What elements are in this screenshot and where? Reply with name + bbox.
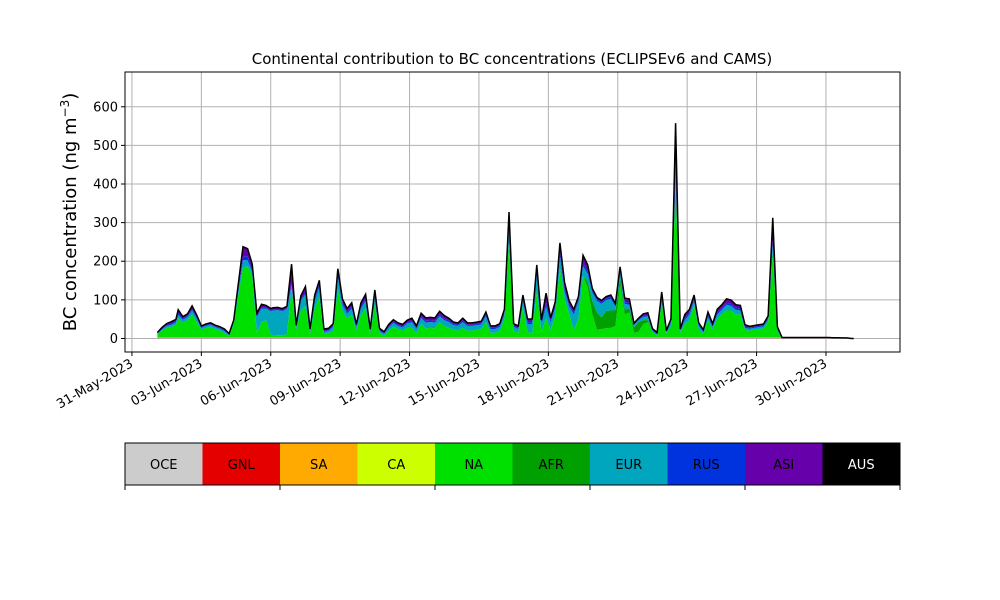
y-axis-label: BC concentration (ng m−3)	[58, 93, 81, 332]
legend-swatch-sa	[280, 443, 358, 485]
stacked-areas	[157, 123, 854, 339]
total-outline	[156, 123, 854, 340]
area-na	[157, 183, 854, 339]
legend-label-asi: ASI	[773, 458, 794, 473]
legend-colorbar: OCE GNL SA CA NA AFR EUR RUS ASI AUS	[124, 442, 901, 490]
area-sa	[157, 337, 854, 339]
x-axis: 31-May-202303-Jun-202306-Jun-202309-Jun-…	[54, 352, 830, 412]
total-line	[156, 123, 854, 340]
legend-label-rus: RUS	[693, 458, 720, 473]
legend-label-afr: AFR	[539, 458, 564, 473]
legend-frame	[124, 442, 901, 486]
legend-label-eur: EUR	[615, 458, 642, 473]
area-gnl	[157, 337, 854, 339]
y-tick-label: 300	[93, 216, 118, 231]
x-tick-label: 30-Jun-2023	[753, 356, 830, 409]
legend-swatch-ca	[357, 443, 436, 485]
y-axis-label-close: )	[60, 93, 81, 100]
legend-label-ca: CA	[387, 458, 405, 473]
legend-swatch-oce	[125, 443, 203, 485]
y-axis-label-sup: −3	[58, 100, 72, 118]
legend-swatch-asi	[745, 443, 823, 485]
x-tick-label: 03-Jun-2023	[129, 356, 206, 409]
y-tick-label: 200	[93, 255, 118, 270]
x-tick-label: 27-Jun-2023	[684, 356, 761, 409]
legend-label-sa: SA	[310, 458, 327, 473]
x-tick-label: 21-Jun-2023	[545, 356, 622, 409]
y-axis-label-main: BC concentration (ng m	[60, 117, 81, 331]
x-tick-label: 24-Jun-2023	[614, 356, 691, 409]
legend-label-oce: OCE	[150, 458, 178, 473]
y-tick-label: 600	[93, 100, 118, 115]
x-tick-label: 18-Jun-2023	[476, 356, 553, 409]
legend-swatch-rus	[667, 443, 746, 485]
legend-label-gnl: GNL	[228, 458, 256, 473]
y-tick-label: 500	[93, 139, 118, 154]
y-axis: 0 100 200 300 400 500 600	[93, 100, 125, 347]
legend-swatch-afr	[512, 443, 591, 485]
x-tick-label: 06-Jun-2023	[198, 356, 275, 409]
y-tick-label: 400	[93, 178, 118, 193]
x-tick-label: 15-Jun-2023	[406, 356, 483, 409]
x-tick-label: 31-May-2023	[54, 356, 136, 412]
chart-title: Continental contribution to BC concentra…	[252, 50, 773, 68]
legend-label-na: NA	[464, 458, 483, 473]
legend-swatch-aus	[822, 443, 901, 485]
legend-swatch-eur	[590, 443, 668, 485]
plot-frame	[124, 71, 901, 353]
y-tick-label: 0	[110, 332, 118, 347]
x-tick-label: 09-Jun-2023	[267, 356, 344, 409]
legend-swatch-na	[435, 443, 513, 485]
legend-label-aus: AUS	[848, 458, 875, 473]
y-tick-label: 100	[93, 293, 118, 308]
x-tick-label: 12-Jun-2023	[337, 356, 414, 409]
legend-swatch-gnl	[202, 443, 281, 485]
